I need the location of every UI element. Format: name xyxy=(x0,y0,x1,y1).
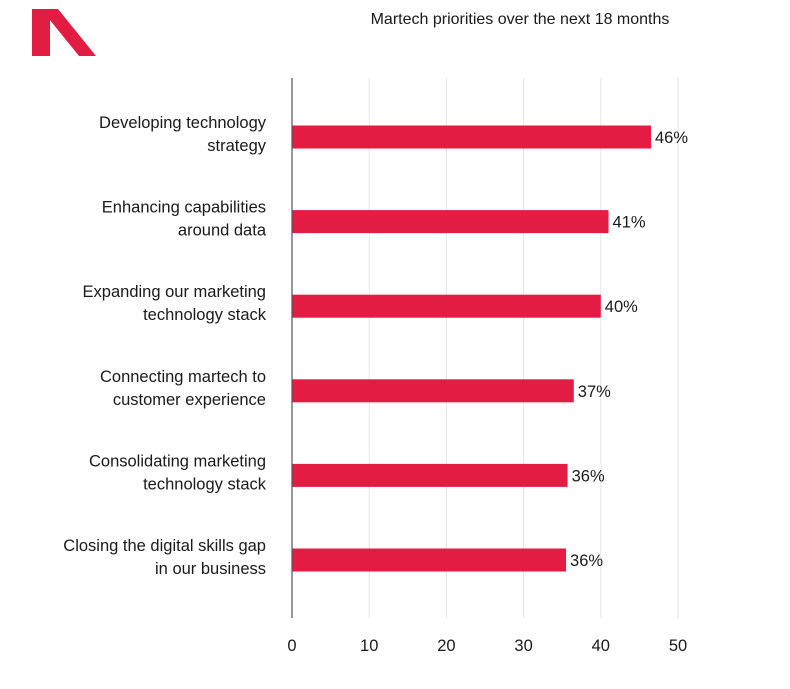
x-tick-label: 20 xyxy=(437,637,455,655)
category-label: Expanding our marketing technology stack xyxy=(83,283,267,324)
bar xyxy=(292,125,651,149)
category-label-line: around data xyxy=(178,222,267,240)
x-tick-label: 50 xyxy=(669,637,687,655)
data-label: 40% xyxy=(605,298,638,316)
category-label: Consolidating marketing technology stack xyxy=(89,452,267,493)
category-label-line: Developing technology xyxy=(99,114,267,132)
category-label-line: Closing the digital skills gap xyxy=(63,537,266,555)
bar xyxy=(292,463,568,487)
category-label: Developing technology strategy xyxy=(99,114,267,155)
grid xyxy=(368,78,679,618)
category-label-line: technology stack xyxy=(143,306,267,324)
data-label: 36% xyxy=(572,467,605,485)
category-label-line: technology stack xyxy=(143,475,267,493)
data-label: 36% xyxy=(570,552,603,570)
category-label: Closing the digital skills gap in our bus… xyxy=(63,537,266,578)
category-labels: Developing technology strategy Enhancing c… xyxy=(63,114,267,578)
category-label-line: Enhancing capabilities xyxy=(102,199,266,217)
category-label-line: in our business xyxy=(155,560,266,578)
category-label-line: customer experience xyxy=(113,391,266,409)
bar xyxy=(292,379,574,403)
data-label: 37% xyxy=(578,383,611,401)
x-tick-label: 10 xyxy=(360,637,378,655)
category-label-line: Expanding our marketing xyxy=(83,283,266,301)
x-tick-label: 0 xyxy=(287,637,296,655)
data-label: 41% xyxy=(613,214,646,232)
x-tick-labels: 0 10 20 30 40 50 xyxy=(287,637,687,655)
data-labels: 46% 41% 40% 37% 36% 36% xyxy=(570,129,688,570)
x-tick-label: 40 xyxy=(592,637,610,655)
bars xyxy=(292,125,651,572)
bar xyxy=(292,548,567,572)
x-tick-label: 30 xyxy=(514,637,532,655)
category-label: Enhancing capabilities around data xyxy=(102,199,267,240)
category-label-line: Connecting martech to xyxy=(100,368,266,386)
brand-logo-icon xyxy=(32,9,96,56)
category-label: Connecting martech to customer experience xyxy=(100,368,266,409)
category-label-line: strategy xyxy=(207,137,266,155)
chart-title: Martech priorities over the next 18 mont… xyxy=(371,11,670,28)
bar xyxy=(292,210,609,234)
bar xyxy=(292,294,601,318)
category-label-line: Consolidating marketing xyxy=(89,452,266,470)
data-label: 46% xyxy=(655,129,688,147)
